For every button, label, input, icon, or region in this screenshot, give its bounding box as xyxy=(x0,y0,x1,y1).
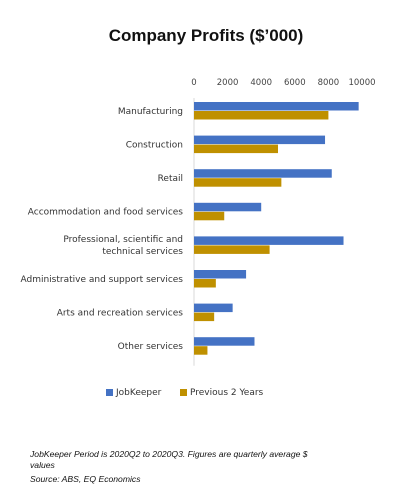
bar-jobkeeper xyxy=(194,202,262,212)
footnote-period: JobKeeper Period is 2020Q2 to 2020Q3. Fi… xyxy=(30,449,308,470)
bar-previous-2-years xyxy=(194,312,215,322)
legend-label: Previous 2 Years xyxy=(190,388,264,398)
bar-previous-2-years xyxy=(194,144,278,154)
bar-previous-2-years xyxy=(194,178,282,187)
bar-previous-2-years xyxy=(194,211,225,221)
bar-previous-2-years xyxy=(194,279,216,288)
bar-chart: 0 2000 4000 6000 8000 10000 Manufacturing Cons… xyxy=(20,78,375,398)
legend-label: JobKeeper xyxy=(115,388,162,398)
x-tick-label: 2000 xyxy=(217,78,239,88)
bar-previous-2-years xyxy=(194,111,329,120)
x-axis-ticks: 0 2000 4000 6000 8000 10000 xyxy=(191,78,375,88)
legend-swatch xyxy=(106,389,113,396)
x-tick-label: 4000 xyxy=(250,78,272,88)
category-labels: Manufacturing Construction Retail Accommoda… xyxy=(20,107,183,352)
bar-jobkeeper xyxy=(194,337,255,346)
bar-previous-2-years xyxy=(194,346,208,355)
chart-title: Company Profits ($’000) xyxy=(108,26,304,45)
x-tick-label: 6000 xyxy=(284,78,306,88)
legend: JobKeeper Previous 2 Years xyxy=(106,388,264,398)
category-label: Accommodation and food services xyxy=(28,208,184,218)
category-label: Other services xyxy=(118,342,184,352)
bars-group xyxy=(193,98,359,366)
category-label: Retail xyxy=(158,174,183,184)
category-label: Arts and recreation services xyxy=(57,308,184,318)
footnote-source: Source: ABS, EQ Economics xyxy=(30,474,141,484)
bar-jobkeeper xyxy=(194,135,326,145)
bar-jobkeeper xyxy=(194,303,233,313)
bar-jobkeeper xyxy=(194,270,247,279)
bar-jobkeeper xyxy=(194,169,332,178)
category-label: Construction xyxy=(126,140,183,150)
category-label: Manufacturing xyxy=(118,107,183,117)
bar-previous-2-years xyxy=(194,245,270,254)
legend-swatch xyxy=(180,389,187,396)
x-tick-label: 10000 xyxy=(348,78,375,88)
x-tick-label: 8000 xyxy=(318,78,340,88)
bar-jobkeeper xyxy=(194,102,359,111)
bar-jobkeeper xyxy=(194,236,344,245)
category-label: Administrative and support services xyxy=(20,275,183,285)
x-tick-label: 0 xyxy=(191,78,196,88)
category-label: Professional, scientific and technical se… xyxy=(63,235,183,257)
